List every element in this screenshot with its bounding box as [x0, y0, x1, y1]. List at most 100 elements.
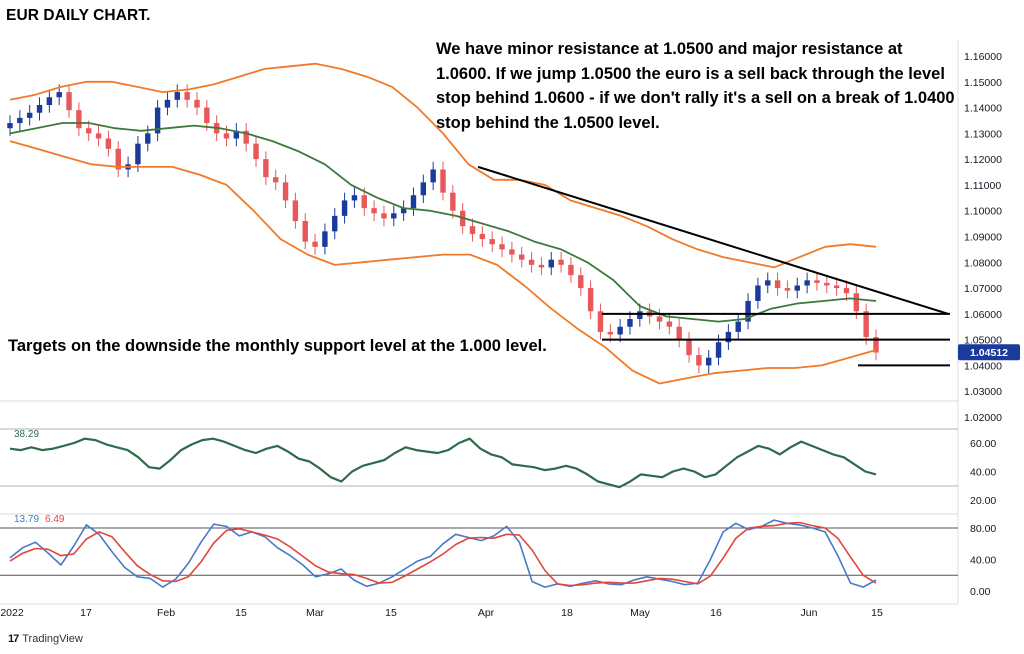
candle-body: [587, 288, 594, 312]
tradingview-logo-icon: 17: [8, 633, 19, 645]
candle-body: [253, 143, 259, 160]
time-tick-label: 17: [80, 607, 92, 619]
stoch-d-value-label: 6.49: [45, 514, 65, 525]
candle-body: [735, 321, 741, 332]
last-price-label: 1.04512: [970, 347, 1008, 359]
candle-body: [784, 288, 791, 291]
candle-body: [233, 130, 240, 139]
candle-body: [351, 195, 358, 201]
stoch-k-line: [9, 519, 877, 588]
candle-body: [272, 177, 279, 183]
price-tick-label: 1.04000: [964, 360, 1002, 372]
candle-body: [627, 319, 633, 327]
price-tick-label: 1.16000: [964, 51, 1002, 63]
candle-body: [607, 331, 614, 335]
candle-body: [656, 316, 663, 322]
candle-body: [145, 133, 151, 144]
price-tick-label: 1.05000: [964, 335, 1002, 347]
candle-body: [538, 264, 545, 268]
price-tick-label: 1.08000: [964, 257, 1002, 269]
candle-body: [95, 133, 102, 139]
candle-body: [578, 275, 584, 289]
candle-body: [814, 280, 820, 283]
stoch-k-value-label: 13.79: [14, 514, 39, 525]
price-tick-label: 1.09000: [964, 232, 1002, 244]
resistance-annotation: We have minor resistance at 1.0500 and m…: [436, 40, 955, 132]
candle-body: [666, 321, 673, 327]
candle-body: [833, 285, 840, 289]
tradingview-label: TradingView: [22, 633, 83, 645]
price-tick-label: 1.03000: [964, 386, 1002, 398]
candle-body: [853, 293, 860, 312]
candle-body: [194, 99, 200, 108]
candle-body: [135, 143, 141, 165]
time-tick-label: 15: [871, 607, 883, 619]
time-tick-label: Apr: [478, 607, 495, 619]
chart-title: EUR DAILY CHART.: [6, 7, 151, 24]
rsi-line: [9, 437, 877, 489]
price-tick-label: 1.12000: [964, 154, 1002, 166]
price-tick-label: 1.07000: [964, 283, 1002, 295]
candle-body: [164, 99, 171, 108]
time-tick-label: May: [630, 607, 651, 619]
candle-body: [26, 112, 33, 118]
candle-body: [391, 213, 397, 219]
time-tick-label: 15: [385, 607, 397, 619]
stoch-tick-label: 80.00: [970, 523, 996, 535]
candle-body: [184, 92, 190, 100]
candle-body: [705, 357, 712, 366]
candle-body: [715, 342, 722, 358]
candle-body: [282, 182, 289, 201]
candle-body: [568, 264, 574, 276]
time-tick-label: Mar: [306, 607, 325, 619]
support-annotation: Targets on the downside the monthly supp…: [8, 337, 547, 355]
time-tick-label: Feb: [157, 607, 175, 619]
candle-body: [843, 288, 850, 294]
candle-body: [332, 215, 338, 232]
candle-body: [223, 133, 230, 139]
time-tick-label: 15: [235, 607, 247, 619]
candle-body: [312, 241, 318, 247]
price-tick-label: 1.14000: [964, 103, 1002, 115]
price-tick-label: 1.02000: [964, 412, 1002, 424]
candle-body: [469, 226, 476, 234]
candle-body: [863, 311, 869, 338]
price-tick-label: 1.15000: [964, 77, 1002, 89]
candle-body: [450, 192, 456, 211]
candle-body: [86, 128, 92, 134]
candle-body: [774, 280, 781, 289]
candle-body: [745, 300, 751, 322]
candle-body: [381, 213, 387, 219]
last-price-tag: [958, 344, 1020, 361]
time-tick-label: Jun: [801, 607, 818, 619]
candle-body: [361, 195, 367, 209]
candle-body: [686, 339, 692, 356]
candle-body: [548, 259, 554, 268]
candle-body: [371, 208, 377, 214]
candle-body: [873, 337, 879, 353]
candle-body: [322, 231, 328, 247]
candle-body: [824, 282, 830, 286]
candle-body: [804, 280, 810, 286]
stoch-d-line: [9, 521, 877, 587]
rsi-tick-label: 60.00: [970, 438, 996, 450]
bollinger-lower-band: [9, 140, 877, 385]
candle-body: [46, 97, 53, 105]
time-tick-label: 18: [561, 607, 573, 619]
candle-body: [17, 117, 23, 124]
rsi-tick-label: 40.00: [970, 467, 996, 479]
candle-body: [509, 249, 515, 255]
candle-body: [76, 110, 82, 129]
price-tick-label: 1.13000: [964, 128, 1002, 140]
candle-body: [56, 92, 62, 98]
candle-body: [36, 104, 43, 113]
candle-body: [597, 311, 604, 332]
candle-body: [755, 285, 761, 301]
candle-body: [174, 92, 181, 100]
bollinger-upper-band: [9, 62, 877, 269]
candle-body: [528, 259, 535, 265]
candle-body: [519, 254, 525, 260]
candle-body: [400, 208, 407, 214]
candle-body: [302, 221, 308, 242]
